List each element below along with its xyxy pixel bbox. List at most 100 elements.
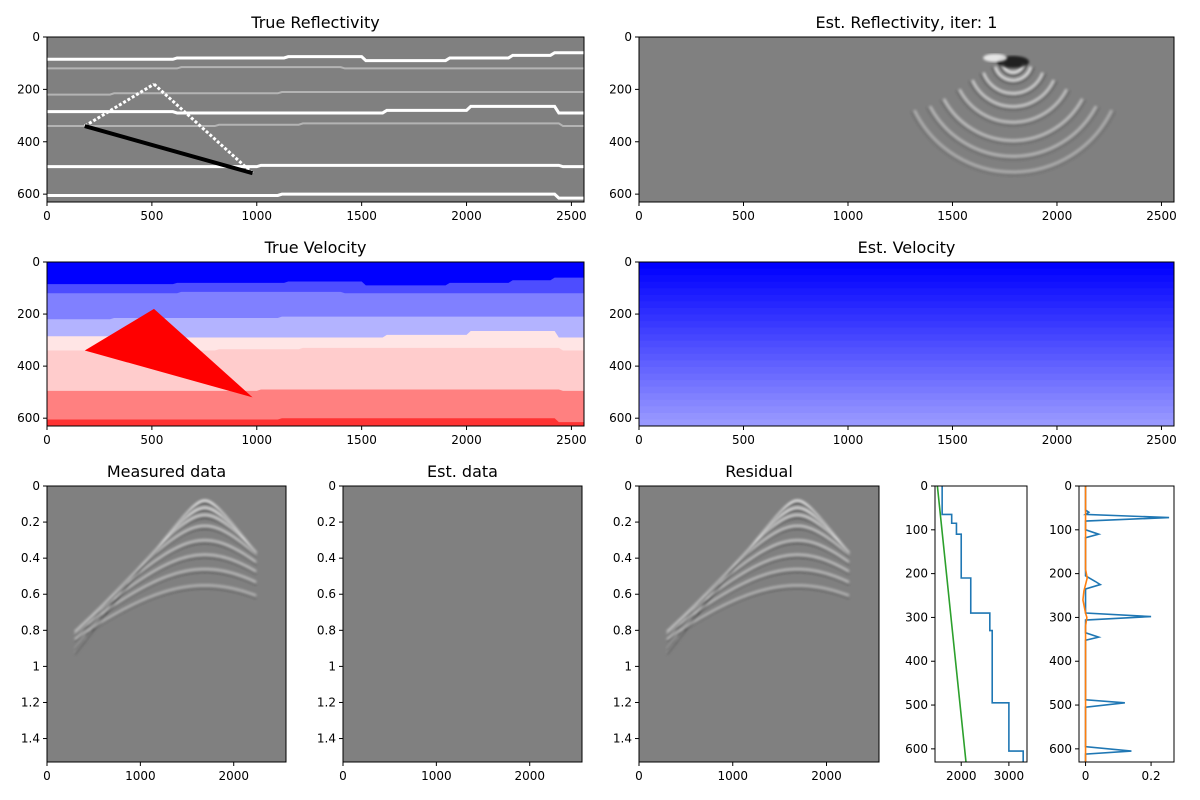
- x-tick-label: 2000: [218, 769, 249, 783]
- reflector-line: [47, 66, 584, 70]
- arc-dark: [998, 63, 1028, 77]
- reflector-line: [47, 91, 584, 96]
- y-tick-label: 400: [17, 135, 40, 149]
- panel-velocity-profile: 2000 3000 0 100 200 300 400 500 600: [905, 479, 1028, 783]
- series-line: [941, 486, 1024, 762]
- y-tick-label: 1: [624, 659, 632, 673]
- x-tick-label: 2500: [1146, 433, 1177, 447]
- axes-frame: [1078, 485, 1175, 763]
- x-tick-label: 1500: [346, 209, 377, 223]
- arc-dark: [910, 110, 1116, 176]
- velocity-gradient-band: [639, 340, 1174, 348]
- y-tick-label: 600: [1049, 742, 1072, 756]
- event-bright: [666, 539, 850, 633]
- arc-bright: [982, 72, 1044, 95]
- event-bright: [666, 553, 850, 633]
- velocity-gradient-band: [639, 275, 1174, 283]
- x-tick-label: 2500: [1146, 209, 1177, 223]
- y-tick-label: 0: [920, 479, 928, 493]
- plot-area: [639, 262, 1174, 426]
- x-tick-label: 500: [732, 433, 755, 447]
- y-tick-label: 0.6: [613, 587, 632, 601]
- axes-frame: [342, 485, 583, 763]
- y-tick-label: 200: [905, 567, 928, 581]
- velocity-gradient-band: [639, 334, 1174, 342]
- event-bright: [74, 567, 257, 635]
- chart-title: Measured data: [107, 462, 226, 481]
- x-tick-label: 2000: [451, 433, 482, 447]
- velocity-gradient-band: [639, 406, 1174, 414]
- event-dark: [74, 587, 257, 642]
- event-bright: [74, 539, 257, 633]
- y-tick-label: 0.6: [317, 587, 336, 601]
- velocity-gradient-band: [639, 360, 1174, 368]
- y-tick-label: 600: [17, 411, 40, 425]
- arc-dark: [926, 107, 1100, 161]
- chart-title: True Reflectivity: [250, 13, 379, 32]
- x-tick-label: 2000: [946, 769, 977, 783]
- plot-area: [47, 37, 584, 202]
- y-tick-label: 0.6: [21, 587, 40, 601]
- arc-bright: [928, 105, 1098, 158]
- velocity-gradient-band: [639, 380, 1174, 388]
- y-tick-label: 0.4: [613, 551, 632, 565]
- velocity-layer: [47, 389, 584, 426]
- x-tick-label: 1000: [125, 769, 156, 783]
- y-tick-label: 0: [624, 30, 632, 44]
- arc-bright: [942, 98, 1084, 142]
- y-tick-label: 0.8: [21, 623, 40, 637]
- y-tick-label: 0: [624, 479, 632, 493]
- plot-area: [639, 486, 879, 762]
- series-line: [1083, 486, 1170, 762]
- y-tick-label: 0: [32, 255, 40, 269]
- y-tick-label: 1.2: [21, 695, 40, 709]
- velocity-gradient-band: [639, 386, 1174, 394]
- chart-title: Est. data: [427, 462, 498, 481]
- velocity-gradient-band: [639, 294, 1174, 302]
- x-tick-label: 2500: [556, 433, 587, 447]
- y-tick-label: 0.2: [613, 515, 632, 529]
- x-tick-label: 0: [635, 209, 643, 223]
- seismic-events: [666, 499, 850, 655]
- y-tick-label: 1.4: [317, 732, 336, 746]
- migration-arcs: [910, 63, 1116, 176]
- y-tick-label: 0.2: [317, 515, 336, 529]
- source-focus-bright: [983, 53, 1008, 62]
- plot-area: [1082, 486, 1170, 762]
- x-tick-label: 0: [1082, 769, 1090, 783]
- event-dark: [74, 556, 257, 634]
- x-tick-label: 1000: [833, 209, 864, 223]
- x-tick-label: 1000: [241, 433, 272, 447]
- y-tick-label: 200: [609, 307, 632, 321]
- event-dark: [74, 570, 257, 636]
- velocity-gradient-band: [639, 281, 1174, 289]
- x-tick-label: 1000: [241, 209, 272, 223]
- y-tick-label: 1.2: [613, 695, 632, 709]
- series-line: [1082, 486, 1089, 762]
- event-dark: [666, 587, 850, 642]
- x-tick-label: 500: [732, 209, 755, 223]
- event-dark: [74, 542, 257, 634]
- plot-area: [936, 486, 1024, 762]
- y-tick-label: 400: [1049, 654, 1072, 668]
- velocity-gradient-band: [639, 314, 1174, 322]
- reflector-line: [47, 51, 584, 63]
- velocity-gradient-band: [639, 268, 1174, 276]
- velocity-layer: [47, 418, 584, 426]
- panel-true-velocity: 0 500 1000 1500 2000 2500 0 200 400 600 True Veloc…: [17, 238, 587, 447]
- velocity-gradient-band: [639, 347, 1174, 355]
- velocity-gradient-band: [639, 327, 1174, 335]
- velocity-gradient-band: [639, 399, 1174, 407]
- velocity-gradient-band: [639, 321, 1174, 329]
- seismic-events: [74, 499, 257, 655]
- x-tick-label: 0: [635, 433, 643, 447]
- wedge-top-left-edge: [83, 82, 155, 128]
- x-tick-label: 0: [43, 433, 51, 447]
- velocity-gradient-band: [639, 366, 1174, 375]
- panel-est-data: 0 1000 2000 0 0.2 0.4 0.6 0.8 1 1.2 1.4 Est. data: [317, 462, 583, 783]
- heatmap-background: [47, 37, 584, 202]
- arc-dark: [991, 67, 1035, 85]
- panel-residual: 0 1000 2000 0 0.2 0.4 0.6 0.8 1 1.2 1.4 Residual: [613, 462, 880, 783]
- axes-frame: [934, 485, 1028, 763]
- axes-frame: [46, 36, 585, 203]
